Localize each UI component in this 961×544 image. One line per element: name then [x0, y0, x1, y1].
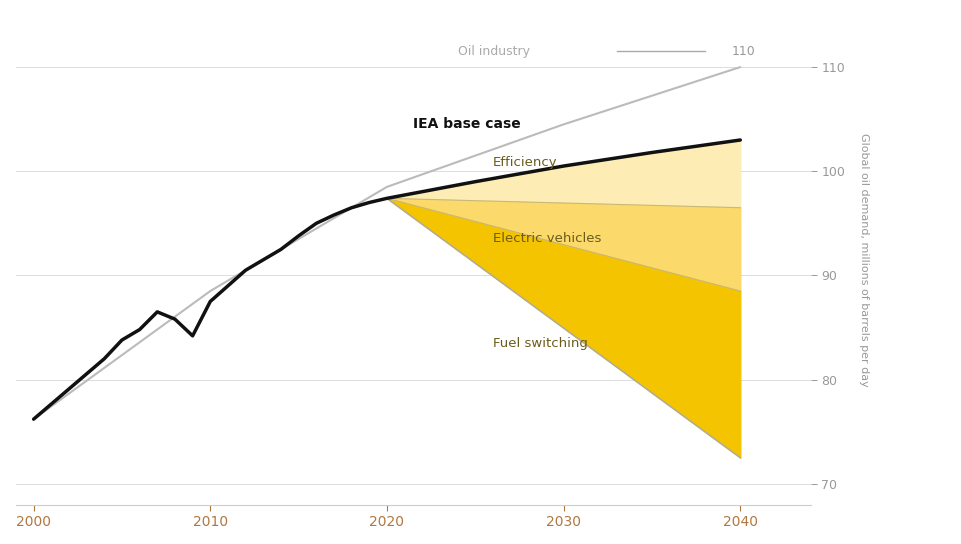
- Text: Oil industry: Oil industry: [457, 45, 530, 58]
- Text: IEA base case: IEA base case: [413, 118, 521, 131]
- Text: Efficiency: Efficiency: [493, 157, 557, 169]
- Text: Electric vehicles: Electric vehicles: [493, 232, 602, 245]
- Text: Fuel switching: Fuel switching: [493, 337, 588, 350]
- Y-axis label: Global oil demand, millions of barrels per day: Global oil demand, millions of barrels p…: [859, 133, 869, 387]
- Text: 110: 110: [731, 45, 755, 58]
